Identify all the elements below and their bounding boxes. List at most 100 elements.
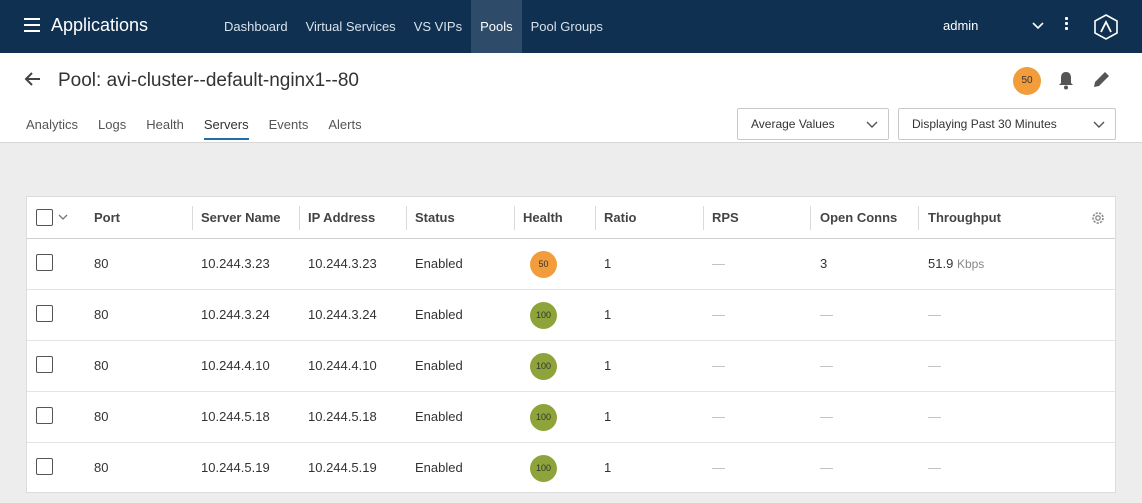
throughput-value: 51.9	[928, 256, 954, 271]
cell-port: 80	[94, 460, 109, 475]
cell-rps: —	[712, 256, 725, 271]
throughput-unit: Kbps	[956, 257, 985, 271]
cell-port: 80	[94, 307, 109, 322]
table-row[interactable]: 80 10.244.5.18 10.244.5.18 Enabled 100 1…	[27, 392, 1115, 443]
column-header-open-conns[interactable]: Open Conns	[820, 210, 898, 225]
health-score-badge[interactable]: 100	[530, 353, 557, 380]
column-header-ip-address[interactable]: IP Address	[308, 210, 376, 225]
column-header-server-name[interactable]: Server Name	[201, 210, 281, 225]
bell-icon[interactable]	[1057, 70, 1075, 90]
column-divider	[703, 206, 704, 230]
tab-logs[interactable]: Logs	[98, 117, 127, 132]
pool-tabs: Analytics Logs Health Servers Events Ale…	[26, 117, 382, 140]
row-checkbox[interactable]	[36, 458, 53, 475]
cell-server-name[interactable]: 10.244.5.18	[201, 409, 270, 424]
cell-throughput: —	[928, 460, 941, 475]
cell-ratio: 1	[604, 409, 612, 424]
table-row[interactable]: 80 10.244.5.19 10.244.5.19 Enabled 100 1…	[27, 443, 1115, 494]
table-row[interactable]: 80 10.244.3.24 10.244.3.24 Enabled 100 1…	[27, 290, 1115, 341]
cell-ip-address: 10.244.3.23	[308, 256, 377, 271]
user-menu[interactable]: admin	[943, 18, 979, 33]
tab-servers[interactable]: Servers	[203, 117, 249, 140]
cell-throughput: —	[928, 409, 941, 424]
table-header: Port Server Name IP Address Status Healt…	[27, 197, 1115, 239]
row-checkbox[interactable]	[36, 407, 53, 424]
health-score-badge[interactable]: 100	[530, 455, 557, 482]
chevron-down-icon	[1093, 121, 1105, 128]
nav-pool-groups[interactable]: Pool Groups	[530, 19, 603, 34]
health-score-badge[interactable]: 100	[530, 404, 557, 431]
cell-ratio: 1	[604, 358, 612, 373]
cell-ip-address: 10.244.3.24	[308, 307, 377, 322]
row-checkbox[interactable]	[36, 356, 53, 373]
more-options-icon[interactable]	[1065, 17, 1069, 33]
menu-icon[interactable]	[24, 18, 40, 34]
nav-virtual-services[interactable]: Virtual Services	[305, 19, 396, 34]
tab-alerts[interactable]: Alerts	[328, 117, 362, 132]
cell-open-conns: 3	[820, 256, 828, 271]
cell-open-conns: —	[820, 460, 833, 475]
cell-server-name[interactable]: 10.244.3.23	[201, 256, 270, 271]
page-title: Pool: avi-cluster--default-nginx1--80	[58, 70, 359, 91]
nav-dashboard[interactable]: Dashboard	[224, 19, 288, 34]
tab-events[interactable]: Events	[268, 117, 309, 132]
column-header-health[interactable]: Health	[523, 210, 563, 225]
time-range-label: Displaying Past 30 Minutes	[912, 117, 1057, 131]
row-checkbox[interactable]	[36, 254, 53, 271]
column-divider	[406, 206, 407, 230]
time-range-dropdown[interactable]: Displaying Past 30 Minutes	[898, 108, 1116, 140]
select-all-checkbox[interactable]	[36, 209, 53, 226]
edit-pencil-icon[interactable]	[1091, 70, 1111, 90]
cell-throughput: —	[928, 358, 941, 373]
cell-ip-address: 10.244.4.10	[308, 358, 377, 373]
cell-ratio: 1	[604, 256, 612, 271]
cell-server-name[interactable]: 10.244.4.10	[201, 358, 270, 373]
cell-port: 80	[94, 256, 109, 271]
chevron-down-icon[interactable]	[58, 213, 68, 221]
cell-ip-address: 10.244.5.18	[308, 409, 377, 424]
values-dropdown[interactable]: Average Values	[737, 108, 889, 140]
cell-open-conns: —	[820, 358, 833, 373]
column-header-throughput[interactable]: Throughput	[928, 210, 1001, 225]
column-header-port[interactable]: Port	[94, 210, 120, 225]
main-nav: Dashboard Virtual Services VS VIPs Pools…	[215, 0, 612, 53]
cell-rps: —	[712, 460, 725, 475]
column-header-ratio[interactable]: Ratio	[604, 210, 637, 225]
cell-status: Enabled	[415, 256, 463, 271]
cell-rps: —	[712, 358, 725, 373]
cell-open-conns: —	[820, 409, 833, 424]
tab-health[interactable]: Health	[146, 117, 184, 132]
cell-server-name[interactable]: 10.244.3.24	[201, 307, 270, 322]
cell-port: 80	[94, 358, 109, 373]
top-navigation-bar: Applications Dashboard Virtual Services …	[0, 0, 1142, 53]
table-row[interactable]: 80 10.244.4.10 10.244.4.10 Enabled 100 1…	[27, 341, 1115, 392]
nav-pools[interactable]: Pools	[471, 0, 522, 53]
column-header-status[interactable]: Status	[415, 210, 455, 225]
column-divider	[299, 206, 300, 230]
cell-status: Enabled	[415, 460, 463, 475]
pool-health-badge[interactable]: 50	[1013, 67, 1041, 95]
cell-ip-address: 10.244.5.19	[308, 460, 377, 475]
cell-rps: —	[712, 307, 725, 322]
nav-vs-vips[interactable]: VS VIPs	[413, 19, 463, 34]
row-checkbox[interactable]	[36, 305, 53, 322]
column-divider	[192, 206, 193, 230]
cell-server-name[interactable]: 10.244.5.19	[201, 460, 270, 475]
values-dropdown-label: Average Values	[751, 117, 835, 131]
tab-analytics[interactable]: Analytics	[26, 117, 79, 132]
chevron-down-icon[interactable]	[1031, 18, 1045, 32]
back-arrow-icon[interactable]	[24, 70, 42, 88]
column-header-rps[interactable]: RPS	[712, 210, 739, 225]
gear-icon[interactable]	[1090, 210, 1106, 226]
column-divider	[595, 206, 596, 230]
page-header: Pool: avi-cluster--default-nginx1--80 50…	[0, 53, 1142, 143]
cell-open-conns: —	[820, 307, 833, 322]
column-divider	[918, 206, 919, 230]
column-divider	[810, 206, 811, 230]
avi-logo-icon[interactable]	[1094, 14, 1118, 40]
cell-status: Enabled	[415, 307, 463, 322]
cell-ratio: 1	[604, 460, 612, 475]
health-score-badge[interactable]: 100	[530, 302, 557, 329]
health-score-badge[interactable]: 50	[530, 251, 557, 278]
table-row[interactable]: 80 10.244.3.23 10.244.3.23 Enabled 50 1 …	[27, 239, 1115, 290]
